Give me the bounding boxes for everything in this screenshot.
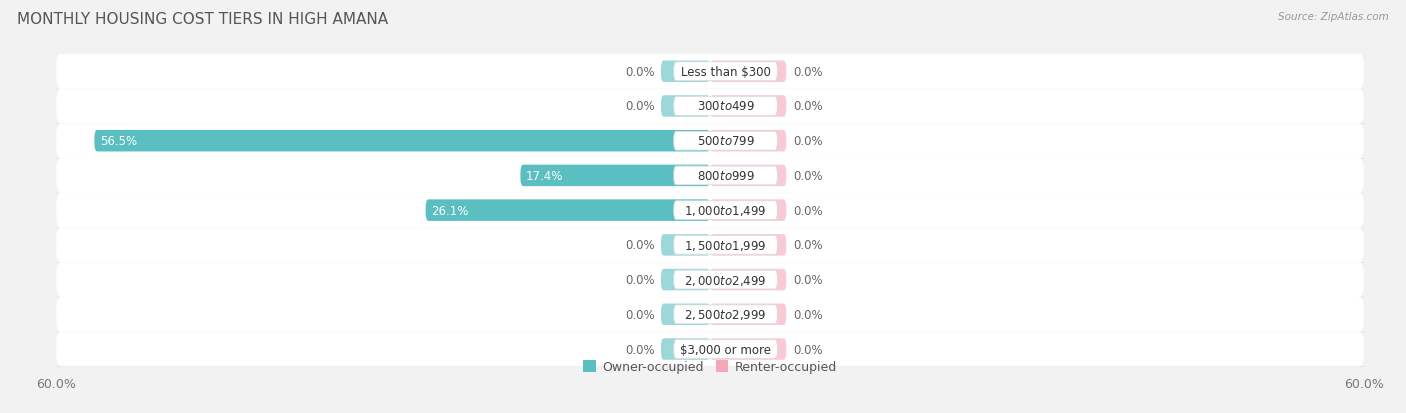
Text: $500 to $799: $500 to $799 <box>696 135 755 148</box>
Legend: Owner-occupied, Renter-occupied: Owner-occupied, Renter-occupied <box>578 356 842 378</box>
FancyBboxPatch shape <box>710 269 786 291</box>
Text: 17.4%: 17.4% <box>526 169 564 183</box>
FancyBboxPatch shape <box>56 193 1364 228</box>
Text: $3,000 or more: $3,000 or more <box>681 343 770 356</box>
Text: $1,000 to $1,499: $1,000 to $1,499 <box>685 204 766 218</box>
FancyBboxPatch shape <box>56 89 1364 124</box>
FancyBboxPatch shape <box>673 236 778 255</box>
Text: 0.0%: 0.0% <box>793 169 823 183</box>
FancyBboxPatch shape <box>673 201 778 220</box>
FancyBboxPatch shape <box>661 338 710 360</box>
FancyBboxPatch shape <box>710 304 786 325</box>
FancyBboxPatch shape <box>673 132 778 151</box>
Text: 0.0%: 0.0% <box>793 100 823 113</box>
FancyBboxPatch shape <box>673 63 778 81</box>
Text: MONTHLY HOUSING COST TIERS IN HIGH AMANA: MONTHLY HOUSING COST TIERS IN HIGH AMANA <box>17 12 388 27</box>
FancyBboxPatch shape <box>56 124 1364 159</box>
FancyBboxPatch shape <box>56 159 1364 193</box>
FancyBboxPatch shape <box>710 338 786 360</box>
FancyBboxPatch shape <box>661 269 710 291</box>
FancyBboxPatch shape <box>710 131 786 152</box>
FancyBboxPatch shape <box>94 131 710 152</box>
Text: 0.0%: 0.0% <box>624 308 654 321</box>
FancyBboxPatch shape <box>710 62 786 83</box>
FancyBboxPatch shape <box>673 166 778 185</box>
Text: 0.0%: 0.0% <box>793 239 823 252</box>
Text: Less than $300: Less than $300 <box>681 66 770 78</box>
FancyBboxPatch shape <box>56 297 1364 332</box>
FancyBboxPatch shape <box>520 165 710 187</box>
FancyBboxPatch shape <box>56 228 1364 263</box>
Text: 0.0%: 0.0% <box>624 273 654 286</box>
Text: 0.0%: 0.0% <box>793 135 823 148</box>
Text: 0.0%: 0.0% <box>793 343 823 356</box>
Text: $2,000 to $2,499: $2,000 to $2,499 <box>685 273 766 287</box>
FancyBboxPatch shape <box>710 165 786 187</box>
FancyBboxPatch shape <box>710 235 786 256</box>
Text: 0.0%: 0.0% <box>624 239 654 252</box>
FancyBboxPatch shape <box>673 305 778 324</box>
FancyBboxPatch shape <box>710 96 786 117</box>
Text: 0.0%: 0.0% <box>793 66 823 78</box>
Text: $800 to $999: $800 to $999 <box>696 169 755 183</box>
FancyBboxPatch shape <box>673 271 778 289</box>
Text: Source: ZipAtlas.com: Source: ZipAtlas.com <box>1278 12 1389 22</box>
FancyBboxPatch shape <box>426 200 710 221</box>
FancyBboxPatch shape <box>661 62 710 83</box>
Text: 0.0%: 0.0% <box>624 100 654 113</box>
Text: 26.1%: 26.1% <box>432 204 468 217</box>
Text: 0.0%: 0.0% <box>793 204 823 217</box>
FancyBboxPatch shape <box>56 332 1364 366</box>
Text: $1,500 to $1,999: $1,500 to $1,999 <box>685 238 766 252</box>
FancyBboxPatch shape <box>673 97 778 116</box>
FancyBboxPatch shape <box>661 96 710 117</box>
Text: $300 to $499: $300 to $499 <box>696 100 755 113</box>
FancyBboxPatch shape <box>56 55 1364 89</box>
Text: 0.0%: 0.0% <box>624 343 654 356</box>
FancyBboxPatch shape <box>661 304 710 325</box>
FancyBboxPatch shape <box>673 340 778 358</box>
FancyBboxPatch shape <box>710 200 786 221</box>
Text: 0.0%: 0.0% <box>624 66 654 78</box>
Text: 56.5%: 56.5% <box>100 135 136 148</box>
Text: 0.0%: 0.0% <box>793 273 823 286</box>
Text: $2,500 to $2,999: $2,500 to $2,999 <box>685 308 766 322</box>
FancyBboxPatch shape <box>56 263 1364 297</box>
FancyBboxPatch shape <box>661 235 710 256</box>
Text: 0.0%: 0.0% <box>793 308 823 321</box>
